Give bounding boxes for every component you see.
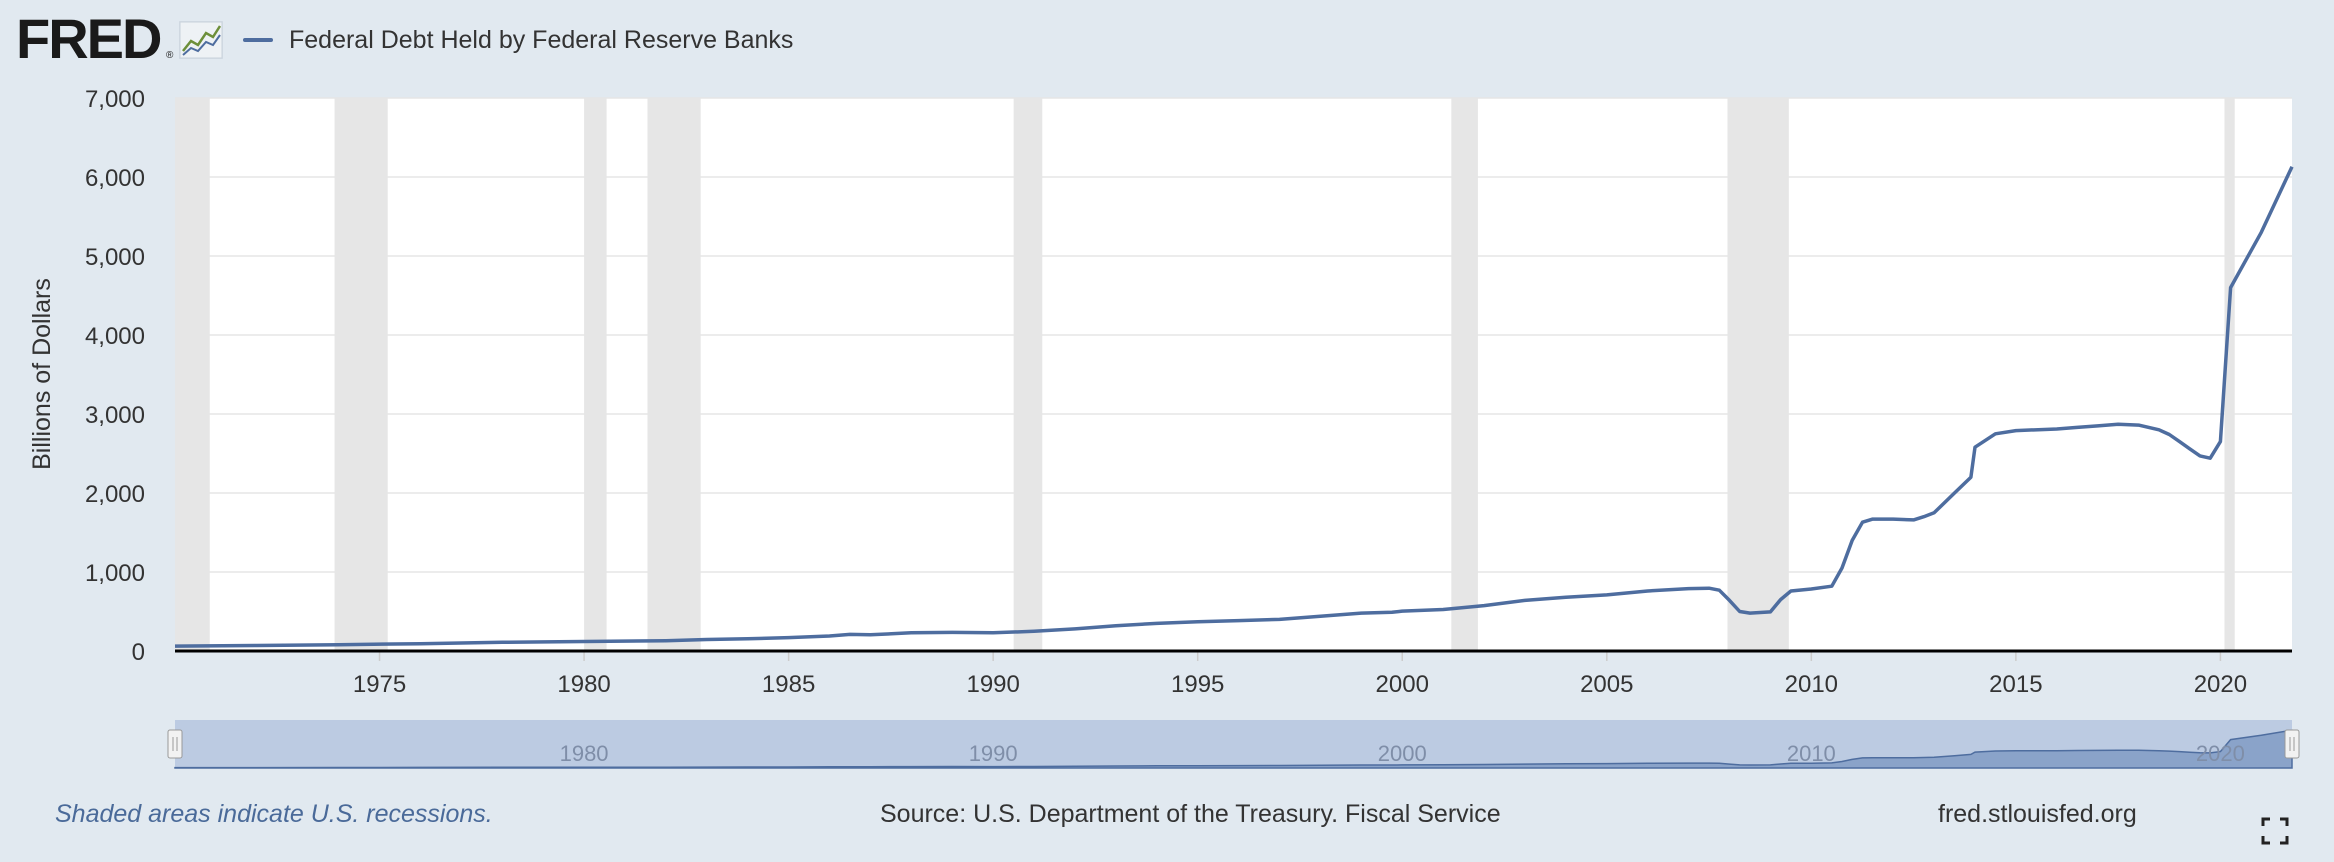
y-tick-label: 5,000 <box>85 244 145 271</box>
navigator-series-area <box>174 729 2293 769</box>
navigator-tick-label: 1990 <box>969 741 1018 766</box>
recession-band <box>584 98 607 651</box>
x-tick-label: 1975 <box>353 671 406 698</box>
chart-header: FRED ® Federal Debt Held by Federal Rese… <box>0 0 2334 80</box>
recession-note: Shaded areas indicate U.S. recessions. <box>55 800 493 828</box>
legend-series-swatch <box>243 38 273 42</box>
legend-series-label: Federal Debt Held by Federal Reserve Ban… <box>289 25 794 54</box>
x-tick-label: 2015 <box>1989 671 2042 698</box>
chart-legend[interactable]: Federal Debt Held by Federal Reserve Ban… <box>243 20 793 60</box>
recession-band <box>175 98 210 651</box>
x-tick-label: 1995 <box>1171 671 1224 698</box>
fullscreen-icon[interactable] <box>2260 816 2290 846</box>
navigator-tick-label: 2020 <box>2196 741 2245 766</box>
series-line-federal-debt[interactable] <box>174 165 2294 648</box>
recession-shading <box>175 98 2235 651</box>
y-tick-label: 7,000 <box>85 86 145 113</box>
recession-band <box>1013 98 1043 651</box>
y-axis-ticks: 0 1,000 2,000 3,000 4,000 5,000 6,000 7,000 <box>85 86 145 666</box>
x-tick-label: 1990 <box>966 671 1019 698</box>
recession-band <box>647 98 701 651</box>
site-link[interactable]: fred.stlouisfed.org <box>1938 800 2137 828</box>
x-tick-label: 2005 <box>1580 671 1633 698</box>
navigator-ticks: 1980 1990 2000 2010 2020 <box>560 741 2245 766</box>
source-note: Source: U.S. Department of the Treasury.… <box>880 800 1501 828</box>
grid-lines <box>175 97 2292 573</box>
navigator-tick-label: 2000 <box>1378 741 1427 766</box>
y-tick-label: 4,000 <box>85 323 145 350</box>
navigator-tick-label: 2010 <box>1787 741 1836 766</box>
x-tick-label: 1985 <box>762 671 815 698</box>
x-tick-label: 1980 <box>557 671 610 698</box>
fred-logo-registered-mark: ® <box>166 50 174 61</box>
y-tick-label: 6,000 <box>85 165 145 192</box>
y-tick-label: 3,000 <box>85 402 145 429</box>
y-tick-label: 0 <box>132 639 145 666</box>
x-tick-label: 2020 <box>2194 671 2247 698</box>
range-navigator[interactable]: 1980 1990 2000 2010 2020 <box>167 720 2300 769</box>
recession-band <box>1727 98 1789 651</box>
y-tick-label: 1,000 <box>85 560 145 587</box>
fred-chart-icon <box>179 21 223 59</box>
navigator-right-handle[interactable] <box>2284 729 2300 759</box>
x-axis-ticks: 1975 1980 1985 1990 1995 2000 2005 2010 2015 2020 <box>353 651 2247 698</box>
y-axis-title: Billions of Dollars <box>28 278 56 470</box>
fred-logo[interactable]: FRED <box>16 7 162 70</box>
y-tick-label: 2,000 <box>85 481 145 508</box>
x-tick-label: 2010 <box>1785 671 1838 698</box>
plot-area <box>175 98 2292 651</box>
recession-band <box>2224 98 2235 651</box>
navigator-tick-label: 1980 <box>560 741 609 766</box>
navigator-left-handle[interactable] <box>167 729 183 759</box>
recession-band <box>334 98 388 651</box>
recession-band <box>1451 98 1478 651</box>
x-tick-label: 2000 <box>1376 671 1429 698</box>
